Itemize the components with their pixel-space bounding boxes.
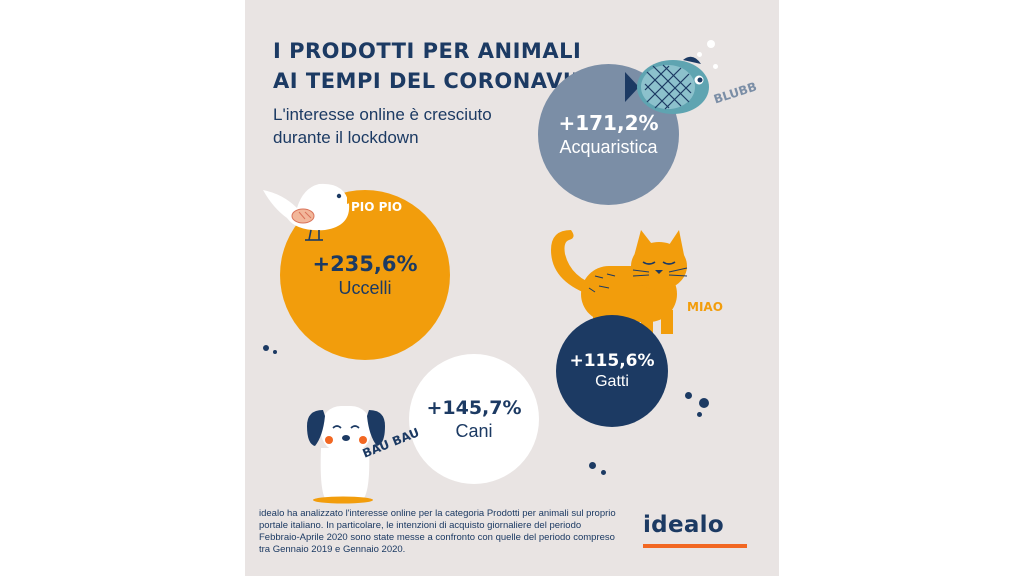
title-line-1: I PRODOTTI PER ANIMALI — [273, 39, 582, 63]
bubble-decoration — [707, 40, 715, 48]
stat-label-dogs: Cani — [455, 420, 493, 441]
idealo-logo: idealo — [643, 512, 724, 538]
sound-label-pio-pio: PIO PIO — [351, 200, 403, 214]
dot-decoration — [273, 350, 277, 354]
bubble-decoration — [713, 64, 718, 69]
fish-icon — [625, 56, 709, 114]
stat-value-birds: +235,6% — [312, 251, 418, 276]
dot-decoration — [589, 462, 596, 469]
stat-circle-cats: +115,6% Gatti — [556, 315, 668, 427]
infographic-poster: I PRODOTTI PER ANIMALI AI TEMPI DEL CORO… — [245, 0, 779, 576]
dot-decoration — [697, 412, 702, 417]
stat-label-cats: Gatti — [595, 373, 629, 390]
stat-circle-aquarium: +171,2% Acquaristica — [538, 64, 679, 205]
dot-decoration — [263, 345, 269, 351]
footer-note: idealo ha analizzato l'interesse online … — [259, 508, 616, 555]
subtitle-line-2: durante il lockdown — [273, 128, 419, 147]
stat-value-dogs: +145,7% — [426, 396, 522, 419]
dot-decoration — [601, 470, 606, 475]
stat-label-birds: Uccelli — [338, 277, 392, 298]
stat-circle-dogs: +145,7% Cani — [409, 354, 539, 484]
logo-underline — [643, 544, 747, 548]
cat-icon — [551, 230, 688, 336]
dot-decoration — [685, 392, 692, 399]
stat-label-aquarium: Acquaristica — [559, 137, 658, 157]
bubble-decoration — [697, 52, 702, 57]
subtitle-line-1: L'interesse online è cresciuto — [273, 105, 492, 124]
dog-icon — [307, 406, 385, 504]
stat-value-aquarium: +171,2% — [558, 111, 659, 135]
bird-icon — [263, 183, 357, 241]
sound-label-miao: MIAO — [687, 300, 723, 314]
sound-label-blubb: BLUBB — [711, 79, 759, 107]
stat-value-cats: +115,6% — [569, 351, 655, 371]
dot-decoration — [699, 398, 709, 408]
page-subtitle: L'interesse online è cresciuto durante i… — [273, 103, 492, 149]
